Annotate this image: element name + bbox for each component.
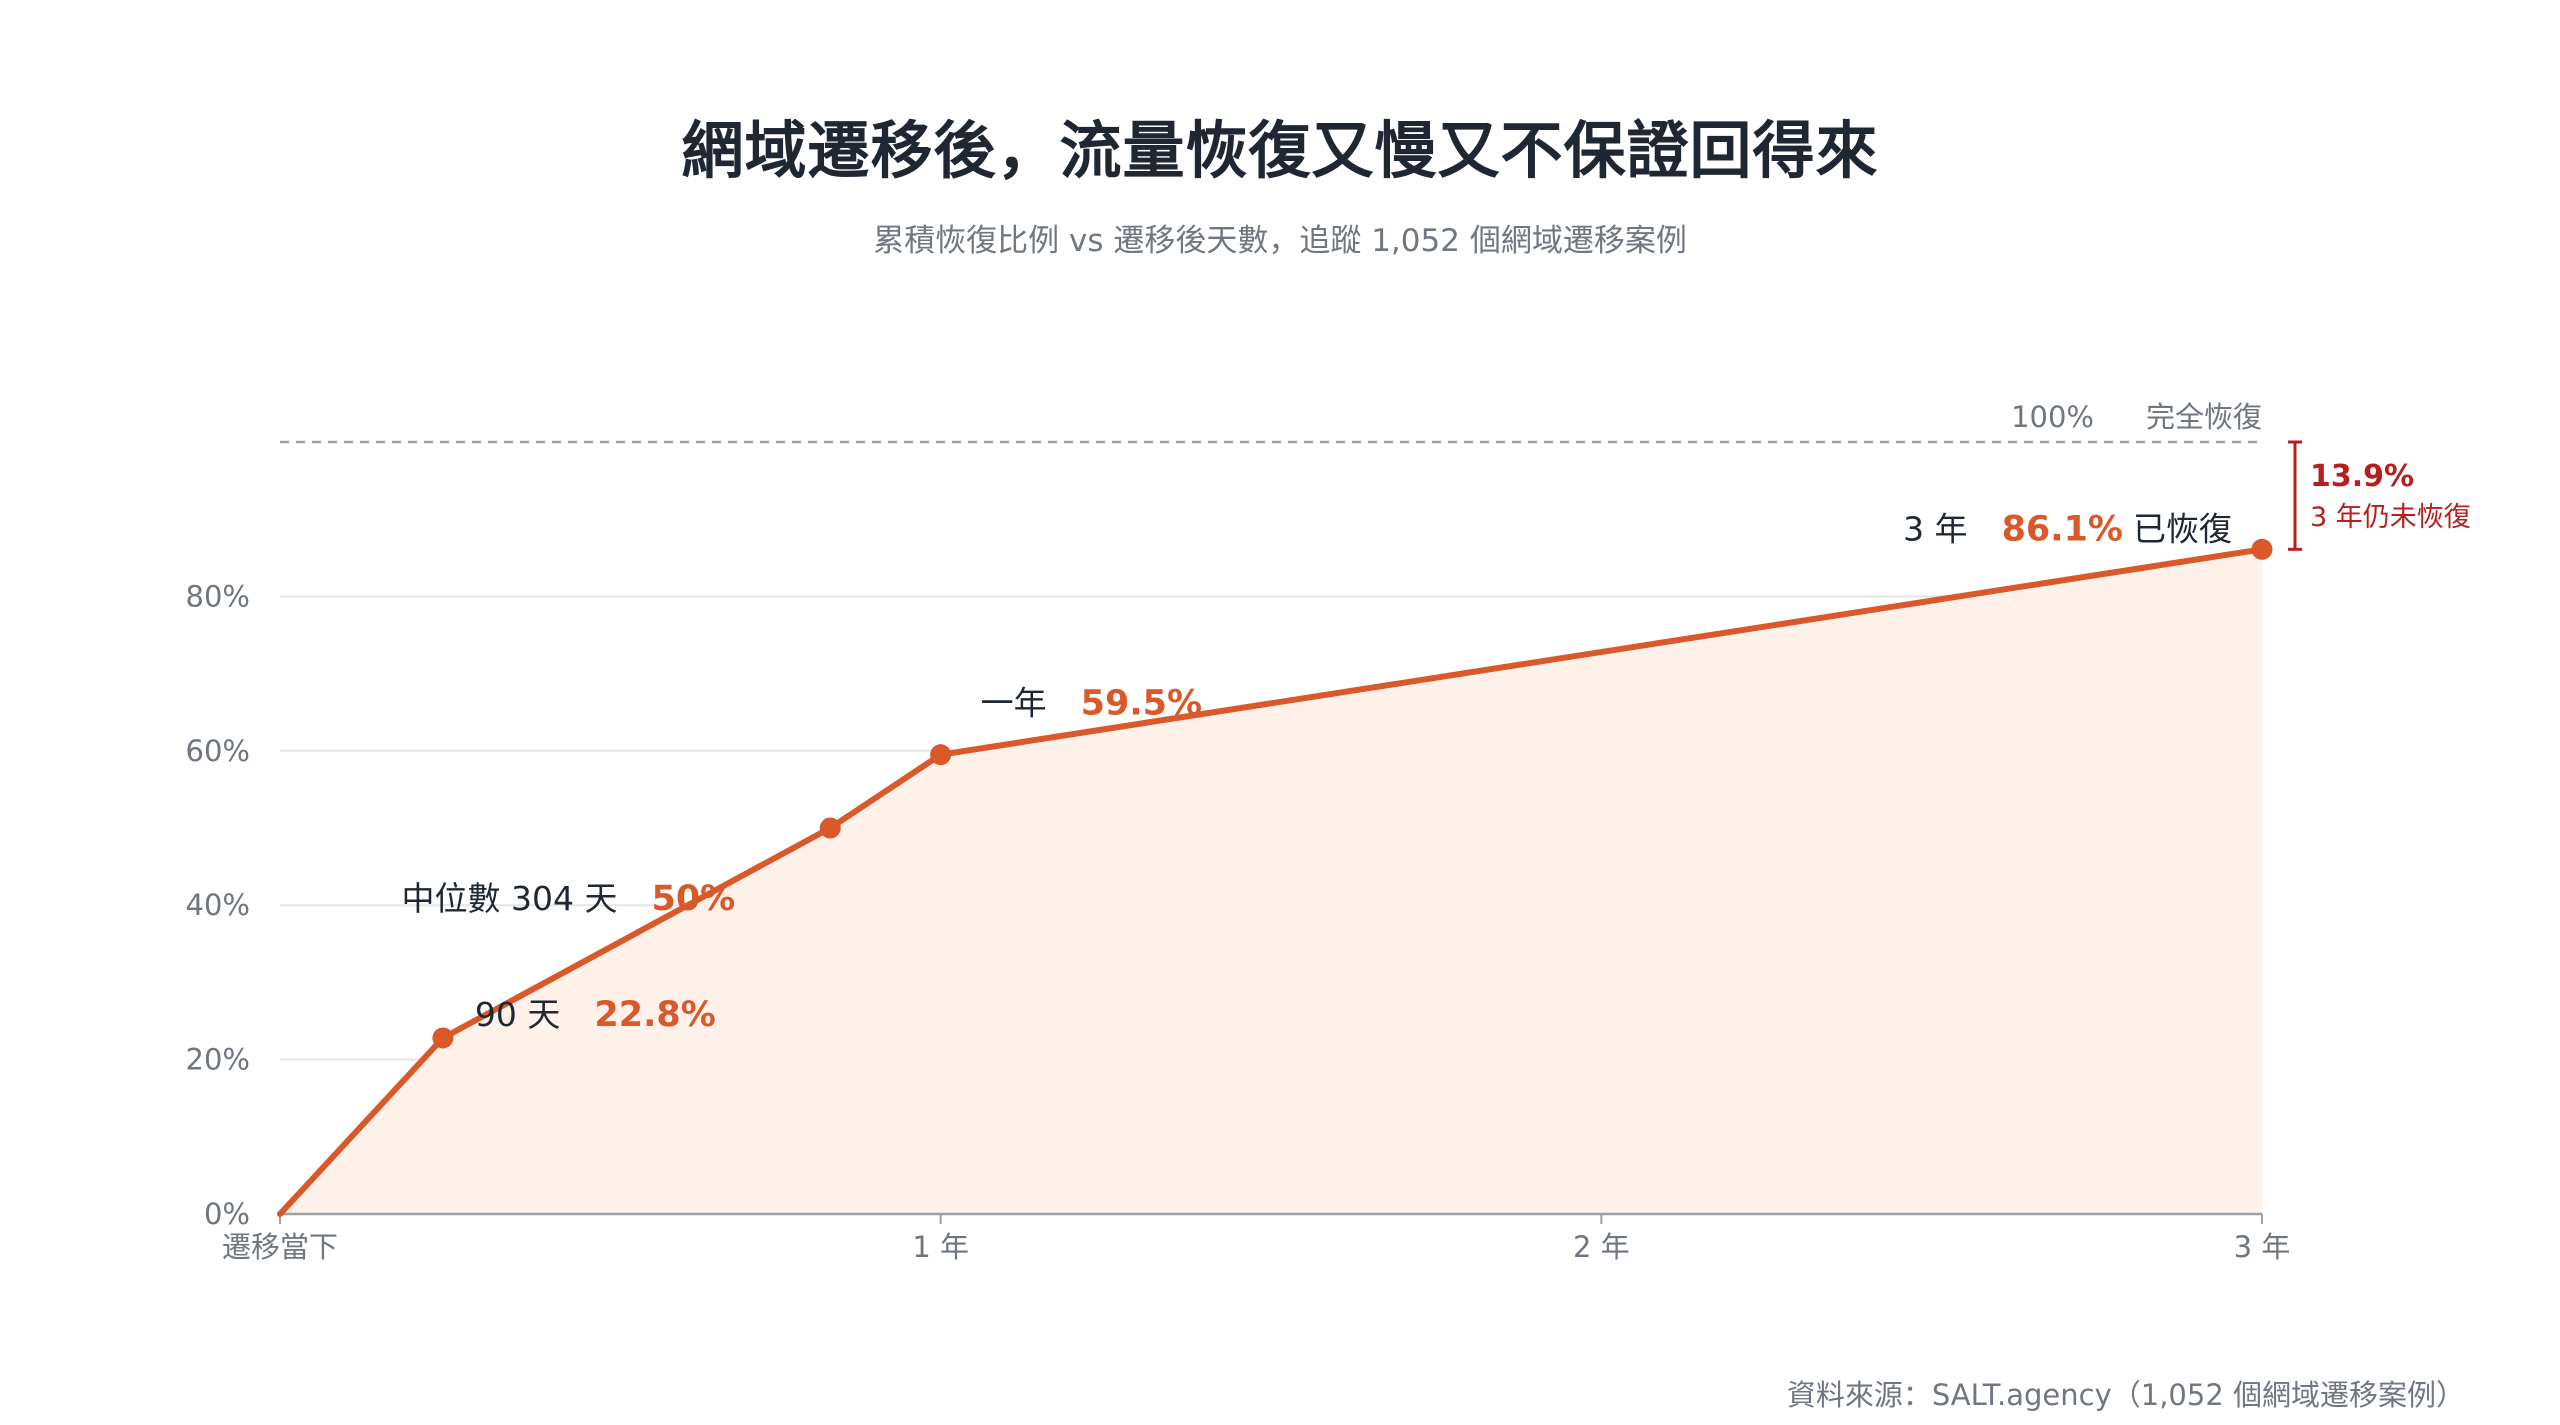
annotation-label: 中位數 304 天 bbox=[402, 879, 618, 918]
annotation-label: 3 年 bbox=[1903, 509, 1968, 548]
annotation-label: 90 天 bbox=[475, 995, 560, 1034]
gap-value: 13.9% bbox=[2310, 459, 2414, 494]
data-point bbox=[819, 817, 841, 839]
annotation: 中位數 304 天 50% bbox=[402, 879, 736, 919]
y-tick-label: 60% bbox=[186, 734, 250, 768]
y-tick-label: 0% bbox=[204, 1197, 250, 1231]
annotation-value: 50% bbox=[651, 879, 735, 919]
y-tick-label: 80% bbox=[186, 579, 250, 613]
chart-subtitle: 累積恢復比例 vs 遷移後天數，追蹤 1,052 個網域遷移案例 bbox=[873, 223, 1687, 259]
data-point bbox=[432, 1027, 454, 1049]
gap-text: 3 年仍未恢復 bbox=[2310, 502, 2471, 533]
area-fill bbox=[280, 549, 2262, 1214]
x-tick-label: 2 年 bbox=[1573, 1230, 1630, 1264]
reference-value-label: 100% bbox=[2011, 400, 2094, 434]
annotation-value: 86.1% bbox=[2002, 509, 2123, 549]
y-tick-label: 20% bbox=[186, 1043, 250, 1077]
annotation: 3 年 86.1% 已恢復 bbox=[1903, 509, 2232, 549]
x-tick-label: 1 年 bbox=[912, 1230, 969, 1264]
source-note: 資料來源：SALT.agency（1,052 個網域遷移案例） bbox=[1786, 1378, 2465, 1412]
data-point bbox=[930, 744, 952, 766]
annotation-value: 59.5% bbox=[1081, 684, 1202, 724]
data-point bbox=[2251, 538, 2273, 560]
x-tick-label: 3 年 bbox=[2234, 1230, 2291, 1264]
annotation: 一年 59.5% bbox=[981, 684, 1202, 724]
chart-title: 網域遷移後，流量恢復又慢又不保證回得來 bbox=[681, 114, 1879, 187]
y-tick-label: 40% bbox=[186, 888, 250, 922]
annotation-label: 一年 bbox=[981, 684, 1047, 723]
x-tick-label: 遷移當下 bbox=[222, 1230, 338, 1264]
annotation: 90 天 22.8% bbox=[475, 995, 716, 1035]
annotation-suffix: 已恢復 bbox=[2133, 509, 2232, 548]
annotation-value: 22.8% bbox=[594, 995, 715, 1035]
reference-text-label: 完全恢復 bbox=[2146, 400, 2262, 434]
